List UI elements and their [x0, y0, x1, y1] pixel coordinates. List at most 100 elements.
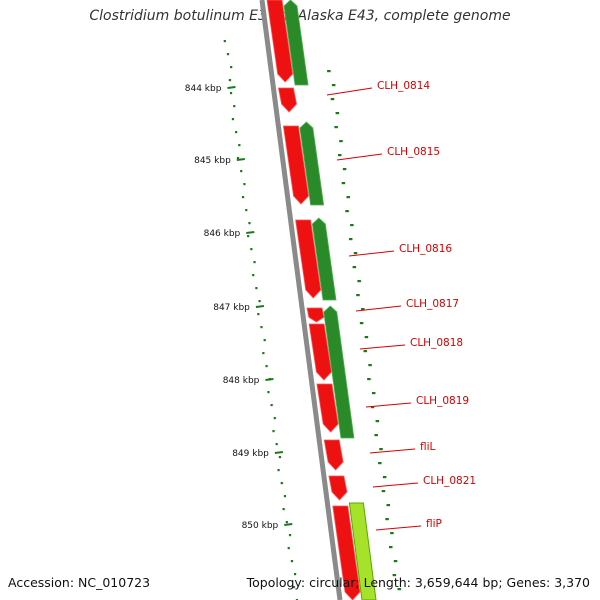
gc-dot [252, 274, 255, 277]
gene-label-connector [372, 482, 419, 488]
gc-dot [363, 350, 367, 353]
gene-label[interactable]: CLH_0814 [377, 80, 430, 92]
gc-dot [348, 238, 353, 241]
forward-gene-arrow[interactable] [308, 323, 332, 381]
gc-dot [241, 196, 245, 199]
gc-dot [378, 462, 382, 465]
gene-label[interactable]: CLH_0816 [399, 243, 452, 255]
gene-label-connector [369, 448, 416, 454]
gene-label[interactable]: CLH_0817 [406, 298, 459, 310]
gc-dot [285, 521, 288, 524]
gc-dot [371, 392, 376, 395]
gc-dot [226, 53, 230, 56]
scale-tick [227, 86, 236, 89]
gc-dot [374, 434, 378, 437]
scale-tick-label: 844 kbp [185, 84, 222, 94]
gc-dot [290, 560, 293, 563]
gc-dot [346, 196, 350, 199]
forward-gene-arrow[interactable] [332, 505, 361, 600]
gc-dot [238, 144, 241, 147]
gc-dot [243, 183, 246, 186]
gc-dot [288, 534, 292, 537]
gc-dot [367, 378, 371, 381]
forward-gene-arrow[interactable] [323, 439, 344, 471]
gc-dot [240, 170, 243, 173]
scale-tick-label: 850 kbp [242, 521, 279, 531]
gc-dot [255, 287, 258, 290]
gc-dot [350, 224, 354, 227]
scale-tick [284, 523, 293, 526]
gc-dot [385, 518, 389, 521]
gc-dot [262, 352, 265, 355]
gene-label[interactable]: CLH_0821 [423, 475, 476, 487]
topology-text: Topology: circular; Length: 3,659,644 bp… [246, 575, 590, 590]
gc-dot [228, 79, 231, 82]
gc-dot [287, 547, 290, 550]
forward-gene-arrow[interactable] [295, 219, 322, 299]
accession-text: Accession: NC_010723 [8, 575, 151, 590]
gc-dot [357, 280, 361, 283]
genome-backbone [259, 0, 343, 600]
gene-label-connector [336, 153, 383, 161]
gc-dot [386, 504, 391, 507]
gene-label[interactable]: fliL [420, 441, 436, 453]
gc-dot [257, 313, 260, 316]
forward-gene-arrow[interactable] [316, 383, 339, 433]
reverse-gene-arrow[interactable] [283, 0, 309, 86]
forward-gene-arrow[interactable] [282, 125, 309, 205]
gc-dot [248, 222, 251, 225]
scale-tick [255, 305, 265, 308]
highlighted-gene-fliP[interactable] [348, 502, 377, 600]
gc-dot [392, 574, 397, 577]
scale-tick [274, 451, 284, 454]
gene-label[interactable]: CLH_0819 [416, 395, 469, 407]
gc-dot [223, 40, 226, 43]
map-title: Clostridium botulinum E3 str. Alaska E43… [89, 8, 511, 24]
gc-dot [258, 300, 261, 303]
gene-label[interactable]: CLH_0815 [387, 146, 440, 158]
gc-dot [390, 532, 394, 535]
scale-tick [246, 231, 255, 234]
gene-label-connector [359, 344, 406, 350]
gc-dot [273, 417, 276, 420]
gc-dot [352, 266, 357, 269]
gc-dot [330, 98, 335, 101]
forward-gene-arrow[interactable] [266, 0, 294, 83]
gc-dot [375, 420, 380, 423]
gc-dot [382, 476, 387, 479]
gc-dot [393, 560, 398, 563]
scale-tick-label: 848 kbp [223, 376, 260, 386]
forward-gene-arrow[interactable] [306, 307, 325, 323]
gc-dot [292, 586, 295, 589]
gc-dot [341, 182, 346, 185]
gc-dot [331, 84, 336, 87]
gc-dot [245, 209, 248, 212]
gc-dot [235, 131, 238, 134]
gc-dot [247, 235, 250, 238]
gc-dot [381, 490, 386, 493]
gc-dot [368, 364, 372, 367]
gc-dot [364, 336, 369, 339]
reverse-gene-arrow[interactable] [323, 305, 355, 439]
reverse-gene-arrow[interactable] [311, 217, 337, 301]
gc-dot [231, 118, 235, 121]
gc-dot [278, 456, 281, 459]
gc-dot [229, 92, 233, 95]
gene-label[interactable]: CLH_0818 [410, 337, 463, 349]
gc-dot [327, 70, 331, 73]
scale-tick-label: 845 kbp [194, 156, 231, 166]
scale-tick-label: 847 kbp [213, 303, 250, 313]
gc-dot [236, 157, 240, 160]
gc-dot [275, 443, 278, 446]
forward-gene-arrow[interactable] [328, 475, 348, 501]
gc-dot [339, 140, 343, 143]
forward-gene-arrow[interactable] [277, 87, 297, 113]
reverse-gene-arrow[interactable] [299, 121, 325, 206]
gc-dot [265, 365, 268, 368]
gc-dot [356, 294, 360, 297]
gc-dot [260, 326, 263, 329]
scale-tick [265, 378, 274, 381]
gc-dot [267, 391, 270, 394]
gene-label[interactable]: fliP [426, 518, 442, 530]
